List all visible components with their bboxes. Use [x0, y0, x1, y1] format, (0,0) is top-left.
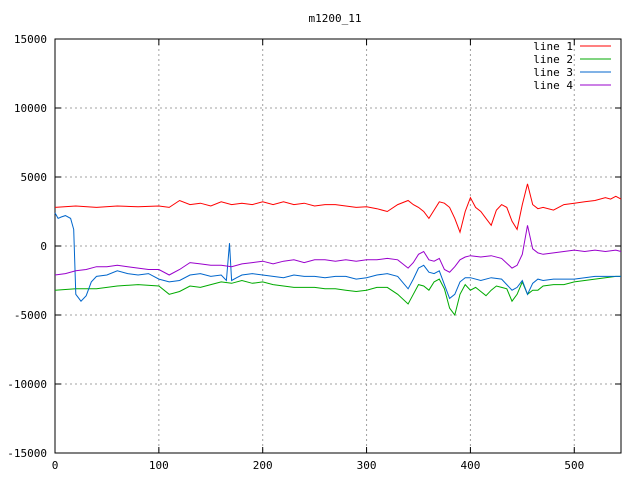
x-tick-label: 100 [149, 459, 169, 472]
y-tick-label: 5000 [21, 171, 48, 184]
x-tick-label: 400 [460, 459, 480, 472]
legend-label-2: line 2 [533, 53, 573, 66]
series-line-1 [55, 184, 621, 232]
chart-title: m1200_11 [309, 12, 362, 25]
grid [55, 39, 621, 453]
series-line-4 [55, 225, 621, 275]
series-line-3 [55, 213, 621, 301]
axes: 0 100 200 300 400 500 -15000 -10000 -5000 0 5000 10… [7, 33, 621, 472]
legend-label-1: line 1 [533, 40, 573, 53]
x-tick-label: 500 [564, 459, 584, 472]
series-line-2 [55, 276, 621, 315]
y-tick-label: -10000 [7, 378, 47, 391]
y-tick-label: -15000 [7, 447, 47, 460]
y-tick-label: -5000 [14, 309, 47, 322]
x-tick-label: 0 [52, 459, 59, 472]
y-tick-label: 10000 [14, 102, 47, 115]
x-tick-label: 200 [253, 459, 273, 472]
y-tick-label: 15000 [14, 33, 47, 46]
y-tick-label: 0 [40, 240, 47, 253]
x-tick-label: 300 [357, 459, 377, 472]
legend-label-3: line 3 [533, 66, 573, 79]
legend-label-4: line 4 [533, 79, 573, 92]
series-group [55, 184, 621, 315]
